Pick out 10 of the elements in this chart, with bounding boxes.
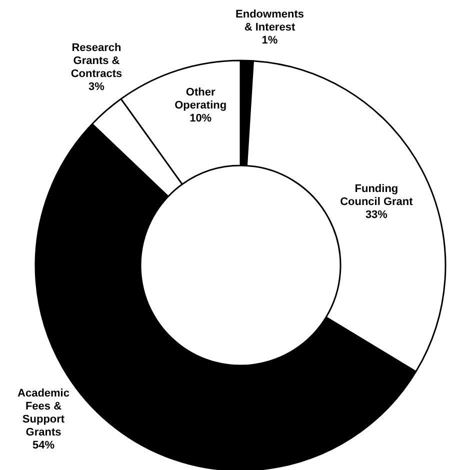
slice-label: Academic Fees & Support Grants	[18, 387, 70, 438]
slice-label: Other Operating	[174, 86, 227, 112]
data-label: 54%	[32, 439, 55, 452]
data-label: 3%	[88, 80, 105, 93]
slice-label: Research Grants & Contracts	[70, 42, 122, 80]
data-label: 1%	[262, 34, 278, 46]
slice-label: Endowments & Interest	[236, 8, 304, 34]
data-label: 10%	[190, 112, 212, 124]
slice-label: Funding Council Grant	[340, 183, 414, 208]
data-label: 33%	[365, 209, 388, 222]
